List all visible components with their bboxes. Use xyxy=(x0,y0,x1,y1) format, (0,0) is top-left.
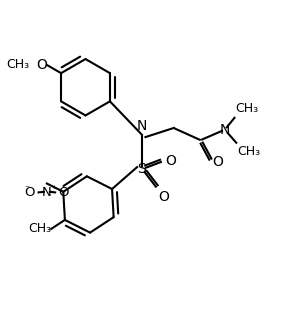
Text: N: N xyxy=(42,186,52,199)
Text: CH₃: CH₃ xyxy=(28,222,51,235)
Text: O: O xyxy=(36,58,47,72)
Text: O: O xyxy=(212,155,223,169)
Text: O: O xyxy=(24,186,35,199)
Text: ⁻: ⁻ xyxy=(24,184,29,194)
Text: CH₃: CH₃ xyxy=(236,102,259,115)
Text: ⁺: ⁺ xyxy=(51,185,56,195)
Text: CH₃: CH₃ xyxy=(237,145,261,158)
Text: S: S xyxy=(137,162,146,176)
Text: O: O xyxy=(158,190,169,204)
Text: N: N xyxy=(220,123,230,137)
Text: N: N xyxy=(137,119,147,133)
Text: CH₃: CH₃ xyxy=(7,58,30,72)
Text: O: O xyxy=(59,186,69,199)
Text: O: O xyxy=(165,154,176,168)
